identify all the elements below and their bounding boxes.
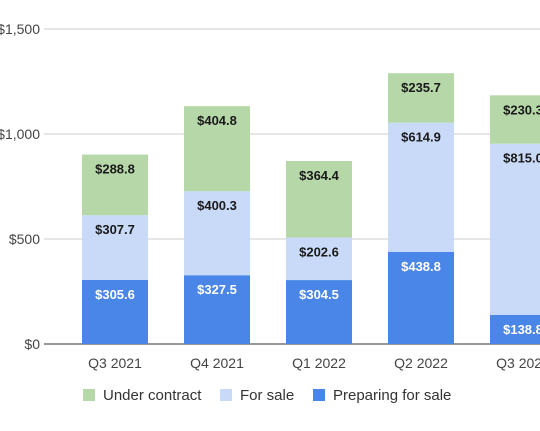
data-label: $138.8	[503, 322, 540, 337]
bar-segment[interactable]	[82, 215, 148, 280]
y-tick-label: $1,000	[0, 126, 40, 142]
data-label: $202.6	[299, 245, 339, 260]
data-label: $307.7	[95, 222, 135, 237]
bar-segment[interactable]	[490, 143, 540, 315]
y-tick-label: $0	[24, 336, 40, 352]
data-label: $438.8	[401, 259, 441, 274]
legend-item[interactable]: Preparing for sale	[313, 387, 451, 404]
bar-segment[interactable]	[286, 160, 352, 238]
bar-segment[interactable]	[184, 106, 250, 192]
data-label: $288.8	[95, 162, 135, 177]
bar-segment[interactable]	[82, 154, 148, 216]
legend-swatch	[83, 389, 95, 401]
legend-label: For sale	[240, 387, 294, 404]
x-tick-label: Q3 2022	[496, 355, 540, 371]
legend-item[interactable]: For sale	[220, 387, 294, 404]
y-tick-label: $1,500	[0, 21, 40, 37]
data-label: $400.3	[197, 198, 237, 213]
data-label: $230.3	[503, 102, 540, 117]
x-tick-label: Q4 2021	[190, 355, 244, 371]
legend-item[interactable]: Under contract	[83, 387, 202, 404]
data-label: $364.4	[299, 168, 340, 183]
bar-segment[interactable]	[490, 95, 540, 144]
bar-segment[interactable]	[490, 314, 540, 344]
data-labels: $305.6 $307.7 $288.8 $327.5 $400.3 $404.8 $304…	[95, 80, 540, 337]
bar-segment[interactable]	[388, 73, 454, 123]
data-label: $404.8	[197, 113, 237, 128]
x-tick-label: Q1 2022	[292, 355, 346, 371]
data-label: $815.0	[503, 151, 540, 166]
data-label: $305.6	[95, 287, 135, 302]
data-label: $614.9	[401, 130, 441, 145]
bar-segment[interactable]	[286, 237, 352, 281]
y-tick-label: $500	[9, 231, 40, 247]
legend-label: Preparing for sale	[333, 387, 451, 404]
legend[interactable]: Under contract For sale Preparing for sale	[83, 387, 451, 404]
legend-swatch	[313, 389, 325, 401]
bars	[82, 73, 540, 344]
data-label: $235.7	[401, 80, 441, 95]
y-axis-ticks: $0 $500 $1,000 $1,500	[0, 21, 40, 352]
bar-segment[interactable]	[286, 280, 352, 344]
x-tick-label: Q2 2022	[394, 355, 448, 371]
data-label: $304.5	[299, 287, 339, 302]
legend-label: Under contract	[103, 387, 202, 404]
legend-swatch	[220, 389, 232, 401]
data-label: $327.5	[197, 282, 237, 297]
bar-segment[interactable]	[184, 275, 250, 344]
bar-segment[interactable]	[184, 191, 250, 276]
x-tick-label: Q3 2021	[88, 355, 142, 371]
x-axis-ticks: Q3 2021 Q4 2021 Q1 2022 Q2 2022 Q3 2022	[88, 355, 540, 371]
bar-segment[interactable]	[388, 251, 454, 344]
bar-segment[interactable]	[388, 122, 454, 252]
bar-segment[interactable]	[82, 279, 148, 344]
